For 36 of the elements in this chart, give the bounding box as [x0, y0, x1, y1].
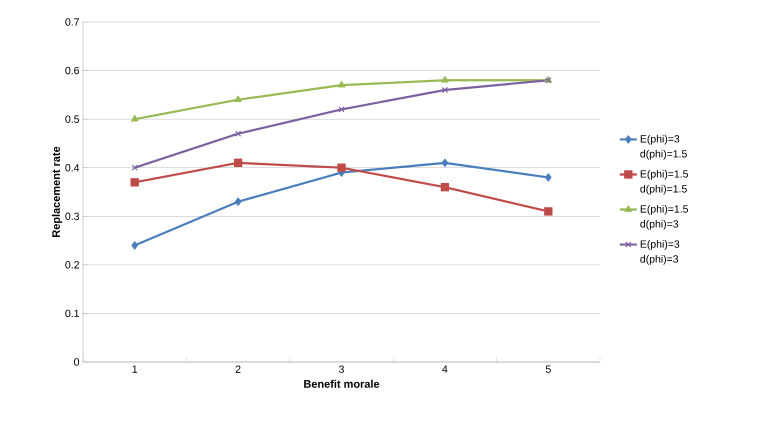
point — [234, 158, 242, 168]
y-tick-label: 0.3 — [65, 212, 80, 220]
point — [131, 241, 138, 250]
point — [234, 130, 242, 137]
point — [234, 96, 242, 102]
legend-label: E(phi)=1.5 d(phi)=1.5 — [640, 170, 688, 195]
legend-label: E(phi)=3 d(phi)=1.5 — [640, 134, 687, 160]
point — [337, 164, 346, 172]
x-tick-label: 4 — [442, 366, 448, 373]
x-tick-label: 2 — [236, 366, 240, 373]
x-tick-label: 5 — [546, 366, 551, 373]
point — [338, 80, 346, 88]
y-tick-label: 0.2 — [65, 261, 79, 269]
point — [442, 158, 448, 168]
legend-label: E(phi)=1.5 d(phi)=3 — [640, 204, 688, 230]
y-tick-label: 0.6 — [65, 66, 80, 74]
point — [130, 178, 139, 186]
y-tick-label: 0 — [74, 358, 80, 366]
point — [131, 114, 138, 122]
point — [441, 76, 449, 83]
x-axis-title: Benefit morale — [304, 380, 380, 388]
y-tick-label: 0.7 — [65, 18, 79, 26]
point — [234, 198, 242, 206]
y-tick-label: 0.1 — [65, 310, 79, 318]
x-tick-label: 3 — [338, 366, 344, 373]
x-tick-label: 1 — [132, 366, 138, 373]
point — [545, 173, 552, 182]
point — [442, 86, 448, 94]
y-tick-label: 0.5 — [65, 115, 80, 123]
legend-label: E(phi)=3 d(phi)=3 — [640, 240, 680, 265]
point — [440, 182, 450, 192]
point — [132, 164, 138, 171]
y-axis-title: Replacement rate — [52, 146, 62, 237]
point — [338, 106, 345, 113]
point — [544, 207, 552, 216]
y-tick-label: 0.4 — [65, 164, 80, 172]
